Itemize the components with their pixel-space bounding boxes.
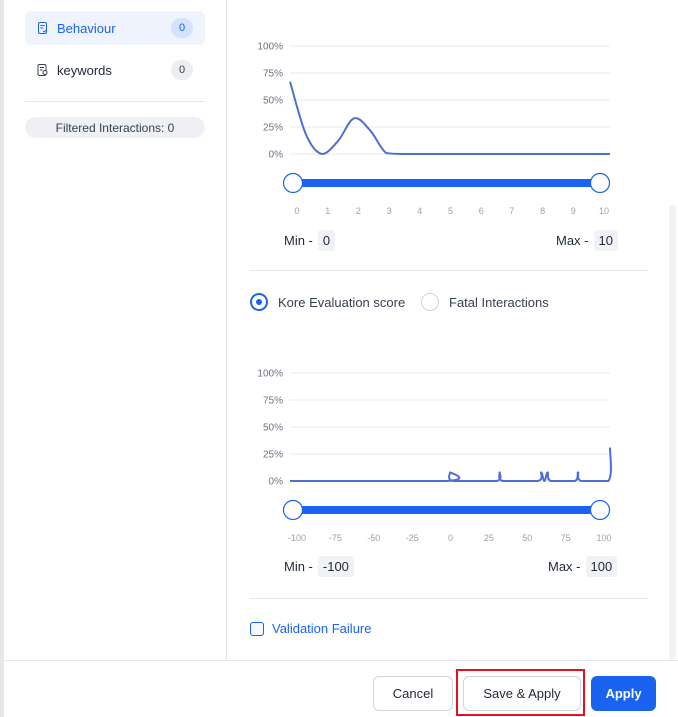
filtered-interactions-badge: Filtered Interactions: 0 <box>25 117 205 138</box>
min-display-1: Min - 0 <box>284 230 336 251</box>
radio-label: Kore Evaluation score <box>278 294 406 310</box>
x-tick-label: 7 <box>509 206 514 216</box>
x-tick-label: 4 <box>417 206 422 216</box>
max-display-1: Max - 10 <box>556 230 618 251</box>
sidebar-item-keywords[interactable]: keywords 0 <box>25 53 205 87</box>
sidebar-item-label: keywords <box>57 62 112 78</box>
x-tick-label: 25 <box>484 533 494 543</box>
max-display-2: Max - 100 <box>548 556 618 577</box>
min-label: Min - <box>284 233 313 248</box>
footer <box>0 660 678 717</box>
sidebar-item-label: Behaviour <box>57 20 116 36</box>
min-label: Min - <box>284 559 313 574</box>
count-badge: 0 <box>171 60 193 80</box>
x-tick-label: 10 <box>599 206 609 216</box>
highlight-box <box>456 669 585 716</box>
min-value[interactable]: -100 <box>317 556 354 577</box>
checkbox-label: Validation Failure <box>272 621 372 636</box>
x-tick-label: 100 <box>596 533 611 543</box>
x-tick-label: 8 <box>540 206 545 216</box>
min-display-2: Min - -100 <box>284 556 354 577</box>
max-value[interactable]: 10 <box>593 230 618 251</box>
x-tick-label: 9 <box>571 206 576 216</box>
y-tick-label: 0% <box>269 477 284 488</box>
x-tick-label: -100 <box>288 533 306 543</box>
y-tick-label: 50% <box>263 423 283 434</box>
radio-kore-evaluation-score[interactable]: Kore Evaluation score <box>250 293 405 311</box>
validation-failure-checkbox[interactable]: Validation Failure <box>250 621 371 636</box>
radio-selected-icon <box>250 293 268 311</box>
slider-max-handle[interactable] <box>589 499 611 521</box>
divider <box>250 270 649 271</box>
divider <box>250 598 649 599</box>
y-tick-label: 50% <box>263 96 283 107</box>
slider-track <box>293 179 600 187</box>
x-tick-label: 2 <box>356 206 361 216</box>
min-value[interactable]: 0 <box>317 230 336 251</box>
document-search-icon <box>37 64 48 76</box>
radio-label: Fatal Interactions <box>449 294 549 310</box>
x-tick-label: 75 <box>561 533 571 543</box>
x-tick-label: 0 <box>448 533 453 543</box>
apply-button[interactable]: Apply <box>591 676 656 711</box>
series-line <box>290 447 612 483</box>
x-tick-label: -50 <box>367 533 380 543</box>
y-tick-label: 25% <box>263 450 283 461</box>
y-tick-label: 100% <box>257 369 283 380</box>
x-tick-label: -25 <box>406 533 419 543</box>
y-tick-label: 75% <box>263 396 283 407</box>
sidebar-item-behaviour[interactable]: Behaviour 0 <box>25 11 205 45</box>
radio-fatal-interactions[interactable]: Fatal Interactions <box>421 293 549 311</box>
y-tick-label: 75% <box>263 69 283 80</box>
cancel-button[interactable]: Cancel <box>373 676 453 711</box>
x-tick-label: 0 <box>294 206 299 216</box>
x-tick-label: 1 <box>325 206 330 216</box>
count-badge: 0 <box>171 18 193 38</box>
checkbox-icon <box>250 621 264 636</box>
sidebar: Behaviour 0 keywords 0 Filtered Interact… <box>4 0 227 660</box>
y-tick-label: 25% <box>263 123 283 134</box>
x-tick-label: 5 <box>448 206 453 216</box>
radio-unselected-icon <box>421 293 439 311</box>
max-value[interactable]: 100 <box>585 556 618 577</box>
y-tick-label: 0% <box>269 150 284 161</box>
max-label: Max - <box>548 559 581 574</box>
divider <box>25 101 205 102</box>
x-tick-label: 6 <box>479 206 484 216</box>
slider-max-handle[interactable] <box>589 172 611 194</box>
save-and-apply-button[interactable]: Save & Apply <box>463 676 581 711</box>
x-tick-label: -75 <box>329 533 342 543</box>
slider-min-handle[interactable] <box>282 499 304 521</box>
scrollbar[interactable] <box>669 205 676 660</box>
x-tick-label: 3 <box>387 206 392 216</box>
max-label: Max - <box>556 233 589 248</box>
slider-min-handle[interactable] <box>282 172 304 194</box>
slider-track <box>293 506 600 514</box>
series-line <box>289 81 610 156</box>
document-check-icon <box>38 22 47 34</box>
x-tick-label: 50 <box>522 533 532 543</box>
left-border <box>0 0 4 717</box>
y-tick-label: 100% <box>257 42 283 53</box>
